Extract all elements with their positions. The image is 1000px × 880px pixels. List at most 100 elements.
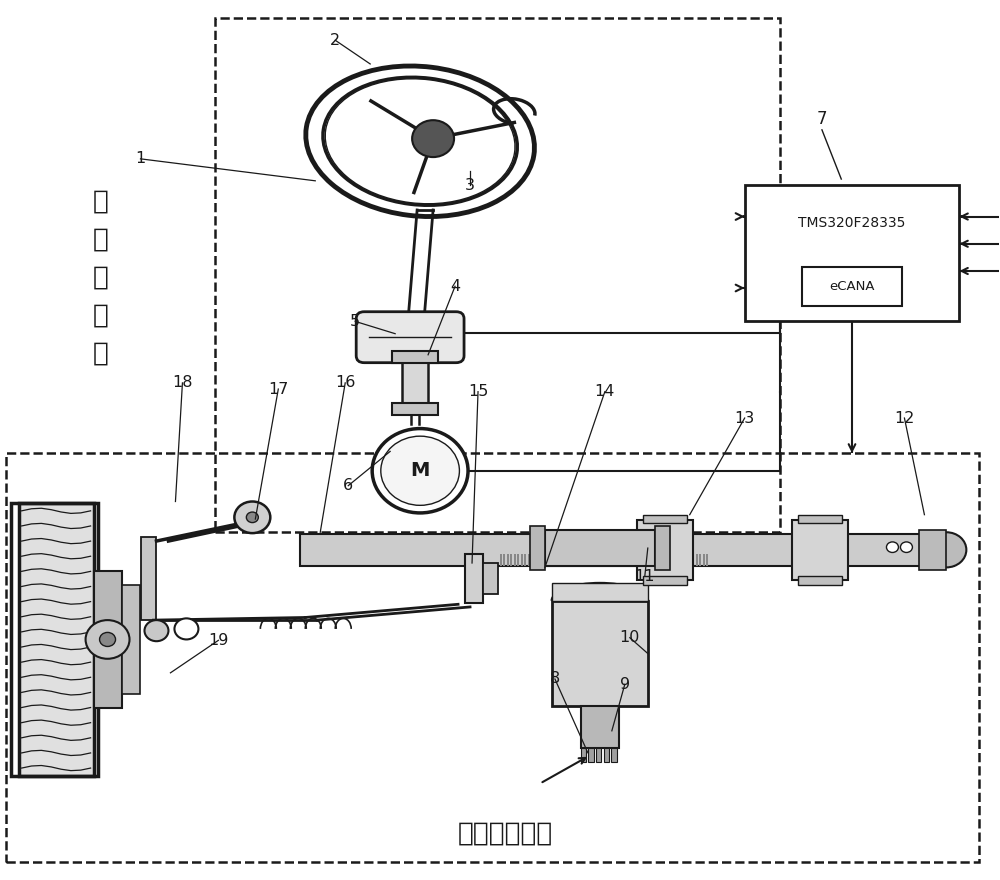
Bar: [584, 554, 586, 566]
Bar: [510, 554, 512, 566]
Bar: [675, 554, 677, 566]
Bar: [392, 351, 438, 363]
Bar: [580, 554, 582, 566]
Bar: [668, 554, 670, 566]
Circle shape: [926, 532, 966, 568]
Bar: [140, 537, 156, 620]
Circle shape: [100, 633, 116, 647]
Bar: [678, 554, 680, 566]
Text: 17: 17: [268, 382, 288, 397]
Bar: [6, 453, 979, 862]
Bar: [612, 554, 614, 566]
Text: M: M: [410, 461, 430, 480]
Circle shape: [234, 502, 270, 533]
Bar: [535, 554, 537, 566]
Text: 16: 16: [335, 376, 355, 391]
Bar: [542, 554, 544, 566]
Bar: [215, 18, 780, 532]
Text: TMS320F28335: TMS320F28335: [798, 216, 906, 231]
Bar: [588, 748, 594, 761]
Text: 2: 2: [330, 33, 340, 48]
Bar: [689, 554, 691, 566]
Bar: [500, 554, 502, 566]
Bar: [608, 554, 610, 566]
Bar: [622, 554, 624, 566]
Bar: [919, 530, 946, 570]
Bar: [611, 748, 617, 761]
Bar: [531, 554, 533, 566]
Circle shape: [86, 620, 130, 659]
Bar: [587, 554, 589, 566]
Bar: [798, 515, 842, 524]
Text: 14: 14: [595, 385, 615, 400]
Bar: [300, 534, 954, 566]
Bar: [514, 554, 516, 566]
Bar: [19, 503, 94, 775]
Bar: [577, 554, 579, 566]
Bar: [549, 554, 551, 566]
Bar: [566, 554, 568, 566]
Bar: [570, 554, 572, 566]
Bar: [643, 515, 687, 524]
FancyBboxPatch shape: [356, 312, 464, 363]
Bar: [465, 554, 483, 603]
Bar: [601, 554, 603, 566]
Bar: [530, 526, 545, 570]
Bar: [122, 585, 140, 694]
Text: 19: 19: [208, 633, 229, 648]
Bar: [647, 554, 649, 566]
Bar: [538, 554, 540, 566]
Text: 15: 15: [468, 385, 488, 400]
Bar: [560, 534, 640, 566]
Text: 3: 3: [465, 178, 475, 193]
Bar: [521, 554, 523, 566]
Bar: [664, 554, 666, 566]
Circle shape: [174, 619, 198, 640]
Bar: [636, 554, 638, 566]
Bar: [643, 554, 645, 566]
Bar: [517, 554, 519, 566]
Bar: [591, 554, 593, 566]
Bar: [94, 571, 122, 708]
Circle shape: [886, 542, 898, 553]
Text: 8: 8: [550, 671, 560, 686]
Bar: [556, 554, 558, 566]
Bar: [573, 554, 575, 566]
Bar: [671, 554, 673, 566]
Text: 转向执行总成: 转向执行总成: [457, 821, 553, 847]
Circle shape: [900, 542, 912, 553]
Bar: [706, 554, 708, 566]
Bar: [552, 583, 648, 601]
Bar: [563, 554, 565, 566]
Bar: [629, 554, 631, 566]
Text: 13: 13: [735, 411, 755, 426]
Bar: [605, 554, 607, 566]
Circle shape: [372, 429, 468, 513]
Circle shape: [144, 620, 168, 642]
Bar: [581, 707, 619, 748]
Bar: [703, 554, 705, 566]
Bar: [598, 554, 600, 566]
Text: 5: 5: [350, 314, 360, 329]
Bar: [528, 554, 530, 566]
Bar: [11, 503, 98, 775]
Bar: [545, 554, 547, 566]
Text: eCANA: eCANA: [829, 280, 875, 293]
Text: 6: 6: [343, 478, 353, 493]
Text: 11: 11: [635, 568, 655, 583]
Bar: [626, 554, 628, 566]
Bar: [524, 554, 526, 566]
Bar: [640, 554, 642, 566]
Text: 转
向
盘
总
成: 转 向 盘 总 成: [93, 188, 108, 366]
Bar: [619, 554, 621, 566]
Bar: [657, 554, 659, 566]
Bar: [594, 554, 596, 566]
Bar: [802, 267, 902, 305]
Bar: [696, 554, 698, 566]
Bar: [699, 554, 701, 566]
Bar: [792, 520, 848, 580]
Bar: [692, 554, 694, 566]
Bar: [798, 576, 842, 585]
Bar: [682, 554, 684, 566]
Bar: [661, 554, 663, 566]
